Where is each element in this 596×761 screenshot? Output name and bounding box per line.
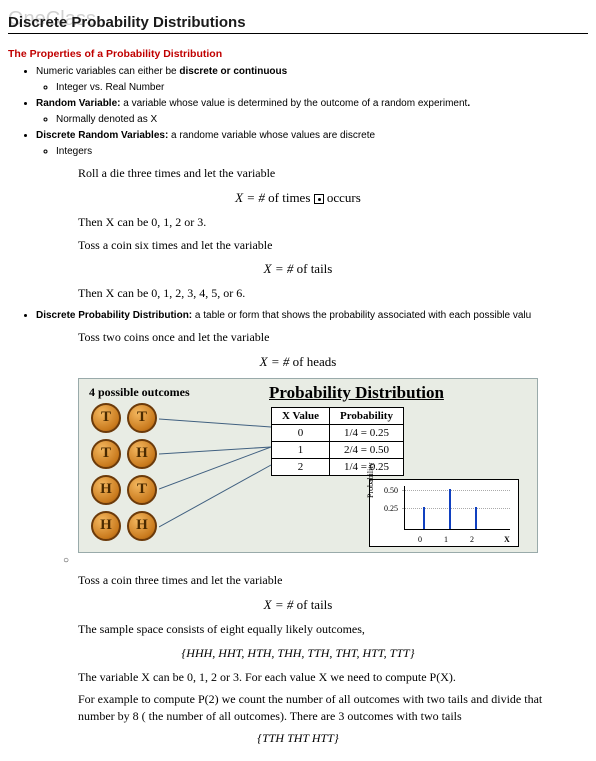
text-bold: Discrete Probability Distribution: — [36, 310, 192, 321]
formula-text: of times — [265, 190, 314, 205]
coin: H — [127, 439, 157, 469]
list-item: Integers — [56, 144, 588, 159]
text: The variable X can be 0, 1, 2 or 3. For … — [78, 669, 578, 686]
example-block: The sample space consists of eight equal… — [78, 621, 578, 638]
chart-bar — [423, 507, 425, 529]
coin: H — [91, 511, 121, 541]
example-block: Roll a die three times and let the varia… — [78, 165, 578, 182]
coin: T — [127, 403, 157, 433]
coin: T — [91, 403, 121, 433]
text: For example to compute P(2) we count the… — [78, 691, 578, 725]
chart-bar — [449, 489, 451, 529]
coin: H — [127, 511, 157, 541]
chart-ytick: 0.25 — [384, 504, 398, 513]
list-item: Discrete Random Variables: a randome var… — [36, 128, 588, 159]
formula-text: X = # — [235, 190, 265, 205]
example-block: Then X can be 0, 1, 2, 3, 4, 5, or 6. — [78, 285, 578, 302]
example-block: Then X can be 0, 1, 2 or 3. Toss a coin … — [78, 214, 578, 254]
properties-list: Numeric variables can either be discrete… — [8, 64, 588, 159]
page-title: Discrete Probability Distributions — [8, 14, 588, 34]
connector-lines — [159, 409, 274, 554]
coin: T — [127, 475, 157, 505]
text: a variable whose value is determined by … — [120, 98, 467, 109]
coin: T — [91, 439, 121, 469]
formula-text: X = # — [260, 354, 290, 369]
list-item: Integer vs. Real Number — [56, 80, 588, 95]
properties-list-2: Discrete Probability Distribution: a tab… — [8, 308, 588, 323]
distribution-title: Probability Distribution — [269, 383, 444, 403]
formula-text: occurs — [324, 190, 361, 205]
formula: X = # of heads — [8, 354, 588, 370]
text-bold: Discrete Random Variables: — [36, 130, 168, 141]
list-item: Numeric variables can either be discrete… — [36, 64, 588, 95]
formula: X = # of tails — [8, 597, 588, 613]
page-content: Discrete Probability Distributions The P… — [0, 0, 596, 746]
coins-grid: T T T H H T H H — [91, 403, 159, 543]
distribution-table: X ValueProbability 01/4 = 0.25 12/4 = 0.… — [271, 407, 404, 476]
table-cell: 1/4 = 0.25 — [330, 424, 404, 441]
formula-text: X = # — [264, 261, 294, 276]
formula: X = # of tails — [8, 261, 588, 277]
chart-xtick: 2 — [470, 535, 474, 544]
probability-diagram: 4 possible outcomes T T T H H T H H Prob… — [78, 378, 538, 553]
chart-area — [404, 486, 510, 530]
table-cell: 1 — [272, 441, 330, 458]
text: Then X can be 0, 1, 2, 3, 4, 5, or 6. — [78, 285, 578, 302]
chart-xtick: 0 — [418, 535, 422, 544]
die-icon — [314, 194, 324, 204]
empty-bullet: ○ — [63, 555, 588, 566]
sample-space-partial: {TTH THT HTT} — [8, 731, 588, 746]
text: The sample space consists of eight equal… — [78, 621, 578, 638]
table-header: X Value — [272, 407, 330, 424]
table-cell: 2/4 = 0.50 — [330, 441, 404, 458]
list-item: Discrete Probability Distribution: a tab… — [36, 308, 588, 323]
example-block: Toss two coins once and let the variable — [78, 329, 578, 346]
formula: X = # of times occurs — [8, 190, 588, 206]
chart-bar — [475, 507, 477, 529]
text: Toss a coin six times and let the variab… — [78, 237, 578, 254]
table-header: Probability — [330, 407, 404, 424]
chart-xtick: X — [504, 535, 510, 544]
coin: H — [91, 475, 121, 505]
text-bold: Random Variable: — [36, 98, 120, 109]
example-block: Toss a coin three times and let the vari… — [78, 572, 578, 589]
text: Toss a coin three times and let the vari… — [78, 572, 578, 589]
list-item: Normally denoted as X — [56, 112, 588, 127]
chart-xtick: 1 — [444, 535, 448, 544]
example-block: The variable X can be 0, 1, 2 or 3. For … — [78, 669, 578, 725]
section-heading: The Properties of a Probability Distribu… — [8, 48, 588, 60]
probability-chart: Probability 0.50 0.25 0 1 2 X — [369, 479, 519, 547]
sample-space: {HHH, HHT, HTH, THH, TTH, THT, HTT, TTT} — [8, 646, 588, 661]
chart-ylabel: Probability — [366, 462, 375, 498]
table-cell: 2 — [272, 458, 330, 475]
text: Roll a die three times and let the varia… — [78, 165, 578, 182]
text: Then X can be 0, 1, 2 or 3. — [78, 214, 578, 231]
outcomes-label: 4 possible outcomes — [89, 385, 190, 400]
text: Numeric variables can either be — [36, 66, 179, 77]
text: a table or form that shows the probabili… — [192, 310, 531, 321]
list-item: Random Variable: a variable whose value … — [36, 96, 588, 127]
formula-text: X = # — [264, 597, 294, 612]
text-bold: discrete or continuous — [179, 66, 287, 77]
text: Toss two coins once and let the variable — [78, 329, 578, 346]
table-cell: 0 — [272, 424, 330, 441]
chart-ytick: 0.50 — [384, 486, 398, 495]
text: a randome variable whose values are disc… — [168, 130, 375, 141]
